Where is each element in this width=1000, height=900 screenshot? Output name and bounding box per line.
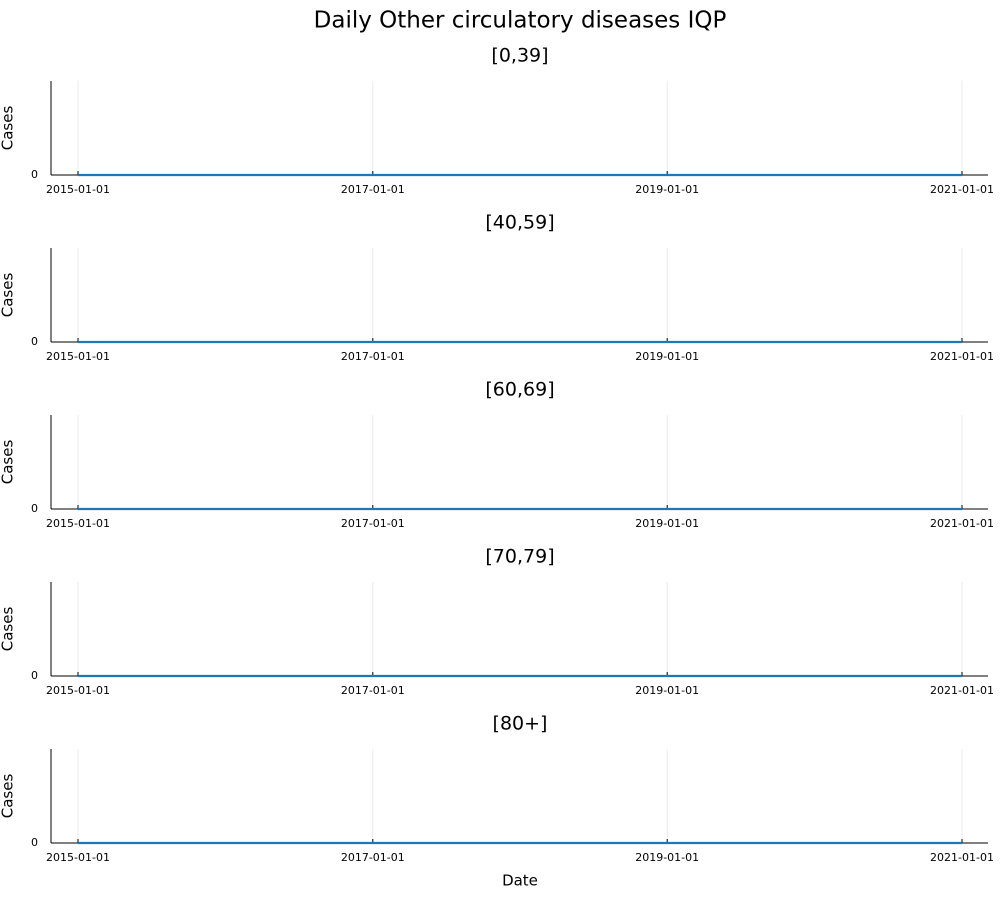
x-tick-label: 2017-01-01 [341, 350, 405, 363]
y-tick-label: 0 [31, 168, 38, 181]
chart-panel: [70,79] 2015-01-01 2017-01-01 2019-01-01 202… [0, 546, 994, 698]
y-tick-label: 0 [31, 335, 38, 348]
x-tick-label: 2017-01-01 [341, 517, 405, 530]
panels-container: [0,39] 2015-01-01 2017-01-01 2019-01-01 2021… [0, 45, 994, 865]
panel-title: [0,39] [491, 45, 548, 67]
panel-title: [70,79] [485, 546, 554, 568]
y-axis-label: Cases [0, 106, 17, 151]
x-tick-label: 2015-01-01 [46, 684, 110, 697]
x-tick-label: 2021-01-01 [930, 183, 994, 196]
x-tick-label: 2015-01-01 [46, 851, 110, 864]
y-axis-label: Cases [0, 440, 17, 485]
panel-title: [40,59] [485, 212, 554, 234]
panel-title: [80+] [493, 713, 548, 735]
x-tick-label: 2015-01-01 [46, 183, 110, 196]
x-tick-label: 2021-01-01 [930, 851, 994, 864]
x-tick-label: 2019-01-01 [635, 851, 699, 864]
x-tick-label: 2019-01-01 [635, 684, 699, 697]
chart-panel: [40,59] 2015-01-01 2017-01-01 2019-01-01 202… [0, 212, 994, 364]
x-tick-label: 2019-01-01 [635, 517, 699, 530]
x-axis-label: Date [502, 872, 538, 890]
x-tick-label: 2019-01-01 [635, 183, 699, 196]
y-axis-label: Cases [0, 607, 17, 652]
chart-panel: [60,69] 2015-01-01 2017-01-01 2019-01-01 202… [0, 379, 994, 531]
y-tick-label: 0 [31, 502, 38, 515]
x-tick-label: 2021-01-01 [930, 517, 994, 530]
x-tick-label: 2019-01-01 [635, 350, 699, 363]
chart-title: Daily Other circulatory diseases IQP [314, 8, 727, 34]
x-tick-label: 2017-01-01 [341, 684, 405, 697]
y-axis-label: Cases [0, 774, 17, 819]
y-tick-label: 0 [31, 836, 38, 849]
x-tick-label: 2021-01-01 [930, 684, 994, 697]
x-tick-label: 2017-01-01 [341, 851, 405, 864]
chart-panel: [80+] 2015-01-01 2017-01-01 2019-01-01 2021-… [0, 713, 994, 865]
x-tick-label: 2017-01-01 [341, 183, 405, 196]
y-axis-label: Cases [0, 273, 17, 318]
x-tick-label: 2015-01-01 [46, 517, 110, 530]
x-tick-label: 2021-01-01 [930, 350, 994, 363]
y-tick-label: 0 [31, 669, 38, 682]
panel-title: [60,69] [485, 379, 554, 401]
chart-panel: [0,39] 2015-01-01 2017-01-01 2019-01-01 2021… [0, 45, 994, 197]
x-tick-label: 2015-01-01 [46, 350, 110, 363]
